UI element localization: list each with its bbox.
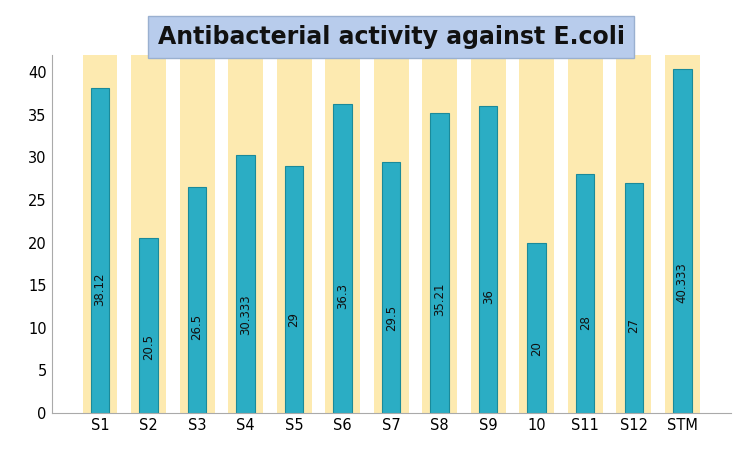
Text: 26.5: 26.5 (190, 314, 204, 340)
Bar (228, 55, 263, 413)
Bar (673, 69, 692, 413)
Bar (179, 55, 215, 413)
Bar (334, 104, 352, 413)
Bar (576, 174, 595, 413)
Text: 36: 36 (482, 289, 494, 304)
Text: 28: 28 (579, 315, 592, 330)
Text: 40.333: 40.333 (676, 262, 689, 303)
Bar (285, 166, 303, 413)
Bar (236, 155, 255, 413)
Text: 20: 20 (530, 341, 543, 356)
Text: 29: 29 (288, 312, 300, 327)
Bar (471, 55, 506, 413)
Bar (520, 55, 554, 413)
Bar (139, 238, 158, 413)
Bar (187, 187, 206, 413)
Bar (568, 55, 603, 413)
Bar (430, 113, 449, 413)
Text: 29.5: 29.5 (384, 304, 398, 330)
Bar (624, 183, 643, 413)
Text: 30.333: 30.333 (239, 295, 252, 335)
Text: 27: 27 (627, 318, 641, 333)
Bar (373, 55, 409, 413)
Bar (422, 55, 457, 413)
Bar (665, 55, 700, 413)
Bar (91, 88, 109, 413)
Text: 35.21: 35.21 (433, 282, 446, 316)
Bar (528, 243, 546, 413)
Text: 38.12: 38.12 (94, 273, 106, 306)
Bar (83, 55, 117, 413)
Text: 20.5: 20.5 (142, 334, 155, 360)
Text: 36.3: 36.3 (336, 283, 349, 308)
Bar (277, 55, 311, 413)
Bar (325, 55, 360, 413)
Bar (479, 106, 497, 413)
Bar (131, 55, 166, 413)
Bar (616, 55, 651, 413)
Title: Antibacterial activity against E.coli: Antibacterial activity against E.coli (158, 25, 624, 49)
Bar (382, 162, 400, 413)
